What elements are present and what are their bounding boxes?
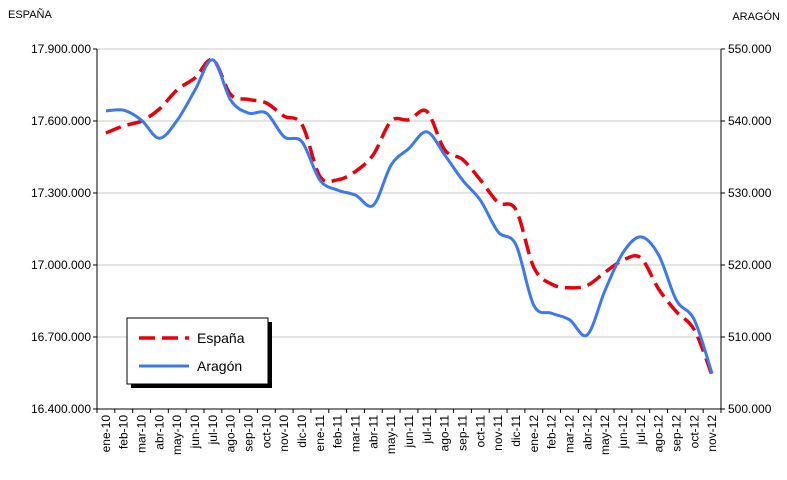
x-tick-label: abr-10	[152, 415, 166, 450]
x-tick-label: nov-10	[277, 415, 291, 452]
y2-tick-label: 510.000	[728, 330, 772, 344]
y-tick-label: 17.900.000	[31, 42, 91, 56]
x-tick-label: ene-12	[527, 415, 541, 453]
x-tick-label: ago-12	[652, 415, 666, 453]
x-tick-label: mar-11	[349, 415, 363, 452]
x-tick-label: oct-12	[687, 415, 701, 449]
x-tick-label: may-12	[598, 415, 612, 455]
legend-label: España	[197, 330, 245, 346]
y2-tick-label: 540.000	[728, 114, 772, 128]
y-tick-label: 17.300.000	[31, 186, 91, 200]
x-tick-label: jul-11	[420, 415, 434, 445]
x-tick-label: jul-10	[206, 415, 220, 446]
y-axis-title: ESPAÑA	[8, 8, 52, 21]
x-tick-label: mar-10	[135, 415, 149, 453]
x-tick-label: ene-11	[313, 415, 327, 452]
x-tick-label: ago-10	[224, 415, 238, 453]
y2-tick-label: 500.000	[728, 402, 772, 416]
series-line	[105, 58, 714, 375]
x-tick-label: sep-12	[669, 415, 683, 452]
x-tick-label: may-10	[170, 415, 184, 455]
x-tick-label: abr-11	[366, 415, 380, 449]
x-tick-label: feb-10	[117, 415, 131, 449]
x-tick-label: mar-12	[562, 415, 576, 453]
y2-tick-label: 520.000	[728, 258, 772, 272]
x-tick-label: sep-10	[242, 415, 256, 452]
y2-axis-title: ARAGÓN	[732, 10, 780, 23]
x-tick-label: nov-12	[705, 415, 719, 452]
y-tick-label: 17.000.000	[31, 258, 91, 272]
x-tick-label: feb-12	[545, 415, 559, 449]
legend	[126, 317, 269, 385]
x-tick-label: nov-11	[491, 415, 505, 451]
x-tick-label: oct-10	[259, 415, 273, 449]
y2-tick-label: 530.000	[728, 186, 772, 200]
legend-label: Aragón	[197, 358, 242, 374]
y-tick-label: 17.600.000	[31, 114, 91, 128]
y-tick-label: 16.400.000	[31, 402, 91, 416]
x-tick-label: ene-10	[99, 415, 113, 453]
x-tick-label: abr-12	[580, 415, 594, 450]
x-tick-label: oct-11	[473, 415, 487, 448]
x-tick-label: sep-11	[455, 415, 469, 451]
x-tick-label: dic-10	[295, 415, 309, 448]
x-tick-label: jun-11	[402, 415, 416, 449]
x-tick-label: jul-12	[634, 415, 648, 446]
y2-tick-label: 550.000	[728, 42, 772, 56]
x-tick-label: feb-11	[331, 415, 345, 448]
x-tick-label: may-11	[384, 415, 398, 454]
x-tick-label: dic-11	[509, 415, 523, 447]
x-tick-label: jun-10	[188, 415, 202, 450]
y-tick-label: 16.700.000	[31, 330, 91, 344]
x-tick-label: jun-12	[616, 415, 630, 450]
x-tick-label: ago-11	[438, 415, 452, 452]
